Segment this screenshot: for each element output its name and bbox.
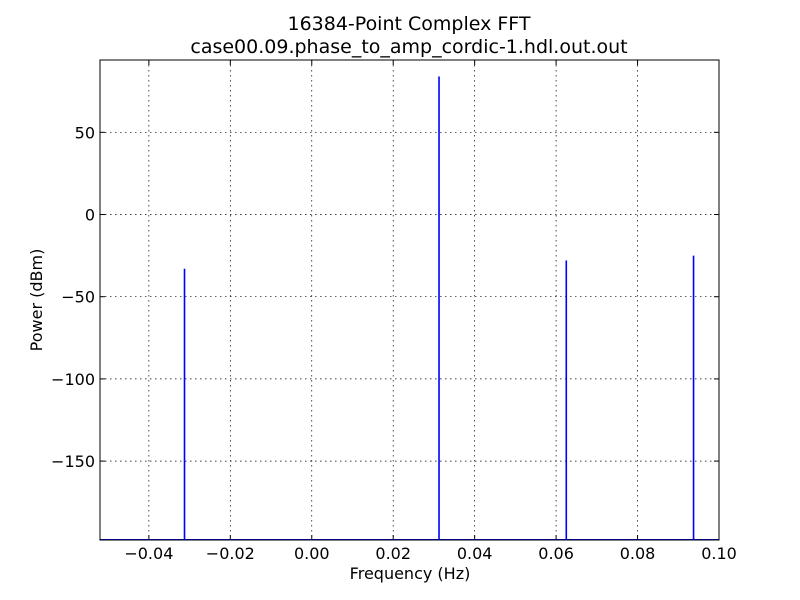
chart-subtitle: case00.09.phase_to_amp_cordic-1.hdl.out.… bbox=[190, 36, 627, 58]
y-tick-label: −150 bbox=[51, 452, 95, 471]
axis-ticks: −0.04 −0.02 0.00 0.02 0.04 0.06 0.08 0.10 50 0 −50… bbox=[51, 60, 737, 563]
plot-frame bbox=[99, 59, 720, 541]
x-tick-label: −0.02 bbox=[206, 544, 255, 563]
x-tick-label: 0.08 bbox=[620, 544, 656, 563]
chart-title: 16384-Point Complex FFT bbox=[287, 13, 530, 35]
x-tick-label: 0.02 bbox=[375, 544, 411, 563]
y-tick-label: 50 bbox=[75, 123, 95, 142]
x-axis-label: Frequency (Hz) bbox=[350, 564, 471, 583]
x-tick-label: 0.04 bbox=[457, 544, 493, 563]
y-tick-label: −50 bbox=[61, 288, 95, 307]
x-tick-label: 0.10 bbox=[701, 544, 737, 563]
y-tick-label: −100 bbox=[51, 370, 95, 389]
grid bbox=[100, 60, 720, 540]
y-axis-label: Power (dBm) bbox=[27, 249, 46, 352]
spectrum-series bbox=[100, 76, 719, 540]
x-tick-label: 0.00 bbox=[294, 544, 330, 563]
x-tick-label: −0.04 bbox=[124, 544, 173, 563]
x-tick-label: 0.06 bbox=[538, 544, 574, 563]
y-tick-label: 0 bbox=[85, 206, 95, 225]
